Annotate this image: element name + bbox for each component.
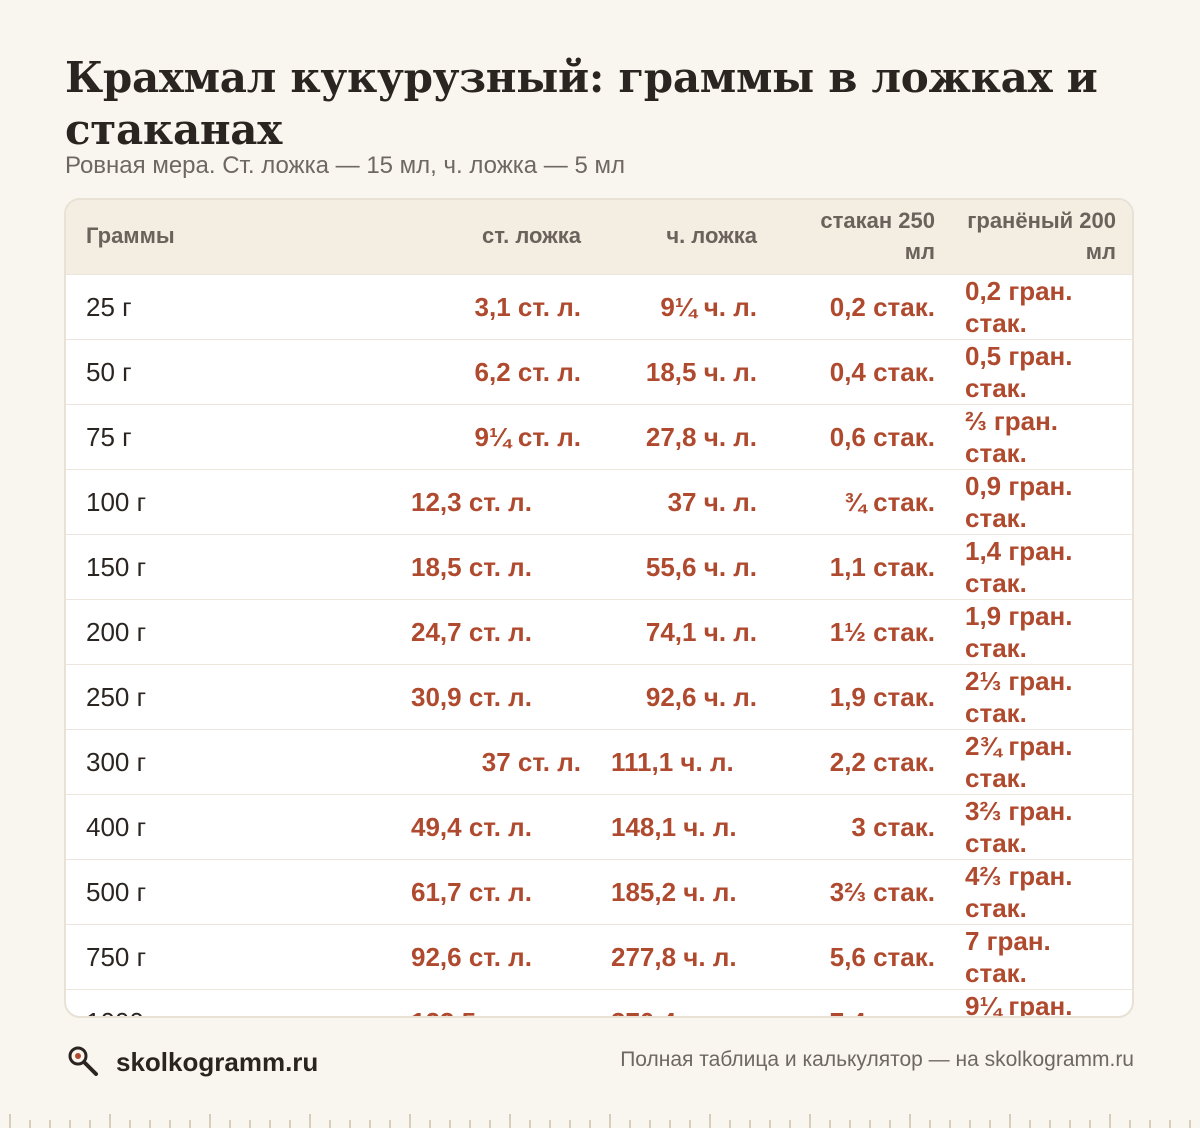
table-header: Граммы ст. ложка ч. ложка стакан 250 мл …: [66, 200, 1132, 274]
table-row: 750 г 92,6 ст. л. 277,8 ч. л. 5,6 стак. 7 гр…: [66, 924, 1132, 989]
cell-cup-250: 5,6 стак.: [829, 941, 935, 972]
cell-teaspoon: 111,1 ч. л.: [611, 746, 734, 777]
cell-teaspoon: 185,2 ч. л.: [611, 876, 737, 907]
cell-faceted-glass-200: 3⅔ гран. стак.: [965, 795, 1073, 858]
page-subtitle: Ровная мера. Ст. ложка — 15 мл, ч. ложка…: [65, 152, 625, 179]
cell-faceted-glass-200: 1,9 гран. стак.: [965, 600, 1073, 663]
cell-teaspoon: 37 ч. л.: [667, 486, 757, 517]
cell-cup-250: 0,4 стак.: [829, 356, 935, 387]
table-row: 500 г 61,7 ст. л. 185,2 ч. л. 3⅔ стак. 4⅔ гр…: [66, 859, 1132, 924]
cell-teaspoon: 18,5 ч. л.: [645, 356, 757, 387]
cell-grams: 250 г: [86, 681, 147, 712]
table-row: 75 г 9¼ ст. л. 27,8 ч. л. 0,6 стак. ⅔ гран. …: [66, 404, 1132, 469]
cell-cup-250: 7,4 стак.: [775, 989, 953, 1017]
footer: skolkogramm.ru Полная таблица и калькуля…: [64, 1042, 1134, 1082]
cell-tablespoon: 30,9 ст. л.: [411, 681, 532, 712]
cell-grams: 200 г: [86, 616, 147, 647]
cell-cup-250: 3 стак.: [851, 811, 935, 842]
cell-grams: 25 г: [86, 291, 132, 322]
cell-tablespoon: 123,5 ст. л.: [399, 989, 599, 1017]
cell-faceted-glass-200: 2⅓ гран. стак.: [965, 665, 1073, 728]
cell-grams: 400 г: [86, 811, 147, 842]
cell-tablespoon: 61,7 ст. л.: [411, 876, 532, 907]
cell-tablespoon: 3,1 ст. л.: [474, 291, 581, 322]
cell-grams: 50 г: [86, 356, 132, 387]
cell-cup-250: 1,1 стак.: [829, 551, 935, 582]
table-row: 100 г 12,3 ст. л. 37 ч. л. ¾ стак. 0,9 гран.…: [66, 469, 1132, 534]
cell-faceted-glass-200: 4⅔ гран. стак.: [965, 860, 1073, 923]
conversion-table-card: Граммы ст. ложка ч. ложка стакан 250 мл …: [64, 198, 1134, 1018]
table-header-row: Граммы ст. ложка ч. ложка стакан 250 мл …: [66, 200, 1132, 274]
cell-grams: 1000 г: [66, 989, 399, 1017]
column-header-cup-250: стакан 250 мл: [820, 207, 935, 264]
cell-cup-250: 3⅔ стак.: [829, 876, 935, 907]
cell-tablespoon: 18,5 ст. л.: [411, 551, 532, 582]
column-header-tablespoon: ст. ложка: [482, 223, 581, 249]
cell-tablespoon: 37 ст. л.: [481, 746, 581, 777]
page-title: Крахмал кукурузный: граммы в ложках и ст…: [65, 53, 1098, 154]
cell-tablespoon: 12,3 ст. л.: [411, 486, 532, 517]
cell-teaspoon: 9¼ ч. л.: [660, 291, 757, 322]
conversion-table: Граммы ст. ложка ч. ложка стакан 250 мл …: [66, 200, 1132, 1018]
cell-tablespoon: 9¼ ст. л.: [474, 421, 581, 452]
cell-tablespoon: 6,2 ст. л.: [474, 356, 581, 387]
cell-tablespoon: 49,4 ст. л.: [411, 811, 532, 842]
table-row: 200 г 24,7 ст. л. 74,1 ч. л. 1½ стак. 1,9 гр…: [66, 599, 1132, 664]
cell-grams: 300 г: [86, 746, 147, 777]
cell-faceted-glass-200: 0,5 гран. стак.: [965, 340, 1073, 403]
column-header-grams: Граммы: [86, 223, 175, 249]
site-logo-text: skolkogramm.ru: [116, 1046, 319, 1077]
cell-faceted-glass-200: 7 гран. стак.: [965, 925, 1051, 988]
cell-teaspoon: 27,8 ч. л.: [645, 421, 757, 452]
cell-grams: 500 г: [86, 876, 147, 907]
table-body: 25 г 3,1 ст. л. 9¼ ч. л. 0,2 стак. 0,2 гран.…: [66, 274, 1132, 1018]
cell-teaspoon: 277,8 ч. л.: [611, 941, 737, 972]
footer-note[interactable]: Полная таблица и калькулятор — на skolko…: [620, 1048, 1134, 1071]
cell-tablespoon: 92,6 ст. л.: [411, 941, 532, 972]
cell-faceted-glass-200: 0,2 гран. стак.: [965, 275, 1073, 338]
cell-cup-250: 0,6 стак.: [829, 421, 935, 452]
site-logo[interactable]: skolkogramm.ru: [64, 1042, 318, 1082]
cell-faceted-glass-200: 1,4 гран. стак.: [965, 535, 1073, 598]
column-header-faceted-glass-200: гранёный 200 мл: [967, 207, 1116, 264]
cell-faceted-glass-200: 2¾ гран. стак.: [965, 730, 1073, 793]
table-row: 250 г 30,9 ст. л. 92,6 ч. л. 1,9 стак. 2⅓ гр…: [66, 664, 1132, 729]
table-row: 150 г 18,5 ст. л. 55,6 ч. л. 1,1 стак. 1,4 г…: [66, 534, 1132, 599]
cell-cup-250: 2,2 стак.: [829, 746, 935, 777]
magnifier-icon: [68, 1046, 98, 1076]
cell-teaspoon: 370,4 ч. л.: [599, 989, 775, 1017]
table-row: 50 г 6,2 ст. л. 18,5 ч. л. 0,4 стак. 0,5 гра…: [66, 339, 1132, 404]
cell-teaspoon: 55,6 ч. л.: [645, 551, 757, 582]
column-header-teaspoon: ч. ложка: [666, 223, 757, 249]
table-row: 1000 г123,5 ст. л.370,4 ч. л.7,4 стак. 9¼…: [66, 989, 1132, 1018]
ruler-decoration: [9, 1114, 1191, 1128]
table-row: 300 г 37 ст. л. 111,1 ч. л. 2,2 стак. 2¾ гра…: [66, 729, 1132, 794]
cell-faceted-glass-200: ⅔ гран. стак.: [965, 405, 1059, 468]
cell-faceted-glass-200: 9¼ гран. стак.: [965, 990, 1073, 1018]
cell-cup-250: 1½ стак.: [829, 616, 935, 647]
cell-grams: 150 г: [86, 551, 147, 582]
table-row: 25 г 3,1 ст. л. 9¼ ч. л. 0,2 стак. 0,2 гран.…: [66, 274, 1132, 339]
cell-grams: 75 г: [86, 421, 132, 452]
cell-teaspoon: 148,1 ч. л.: [611, 811, 737, 842]
cell-tablespoon: 24,7 ст. л.: [411, 616, 532, 647]
cell-faceted-glass-200: 0,9 гран. стак.: [965, 470, 1073, 533]
cell-cup-250: ¾ стак.: [844, 486, 935, 517]
cell-teaspoon: 92,6 ч. л.: [645, 681, 757, 712]
cell-cup-250: 1,9 стак.: [829, 681, 935, 712]
table-row: 400 г 49,4 ст. л. 148,1 ч. л. 3 стак. 3⅔ гра…: [66, 794, 1132, 859]
cell-grams: 750 г: [86, 941, 147, 972]
cell-grams: 100 г: [86, 486, 147, 517]
cell-teaspoon: 74,1 ч. л.: [645, 616, 757, 647]
cell-cup-250: 0,2 стак.: [829, 291, 935, 322]
